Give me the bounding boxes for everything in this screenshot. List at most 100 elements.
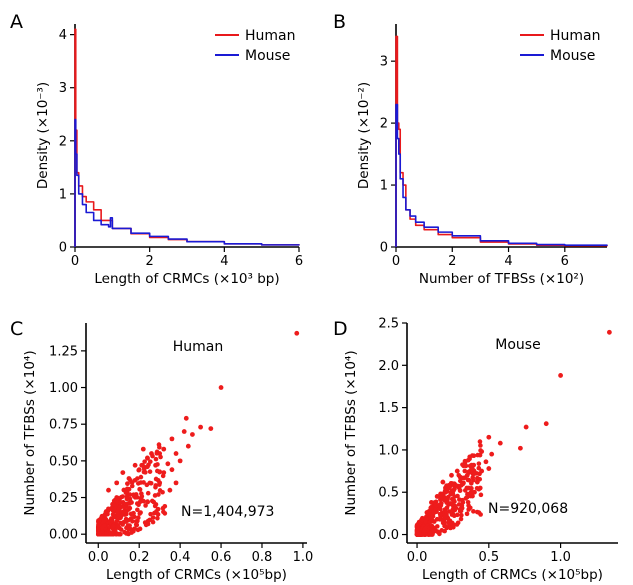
scatter-point bbox=[139, 494, 145, 499]
scatter-point bbox=[110, 524, 116, 529]
scatter-point bbox=[136, 467, 142, 473]
scatter-point bbox=[145, 518, 151, 524]
scatter-point bbox=[486, 466, 492, 471]
scatter-point bbox=[423, 526, 428, 531]
scatter-point bbox=[96, 527, 101, 532]
y-tick-label: 1 bbox=[380, 179, 388, 194]
scatter-point bbox=[470, 466, 475, 472]
scatter-point bbox=[109, 506, 115, 512]
scatter-point bbox=[208, 426, 214, 431]
scatter-point bbox=[141, 469, 147, 475]
scatter-point bbox=[129, 500, 134, 505]
series-line-mouse bbox=[74, 118, 300, 247]
panel-a: A 0 2 4 6 0 1 2 3 4 Length of CRMCs (×10³ bp) Densi… bbox=[10, 11, 303, 287]
x-axis-label: Length of CRMCs (×10⁵bp) bbox=[106, 567, 287, 583]
scatter-point bbox=[558, 373, 563, 378]
scatter-point bbox=[469, 462, 474, 468]
x-tick-label: 4 bbox=[504, 254, 512, 269]
scatter-point bbox=[451, 498, 457, 503]
scatter-point bbox=[198, 424, 203, 430]
scatter-point bbox=[169, 467, 175, 473]
scatter-point bbox=[443, 523, 449, 529]
scatter-point bbox=[430, 518, 435, 524]
panel-b: B 0 2 4 6 0 1 2 3 Number of TFBSs (×10²) Density (… bbox=[333, 11, 608, 287]
scatter-point bbox=[446, 509, 452, 514]
scatter-point bbox=[443, 512, 449, 518]
scatter-point bbox=[140, 446, 146, 452]
scatter-point bbox=[161, 509, 166, 515]
scatter-point bbox=[136, 502, 141, 507]
scatter-point bbox=[455, 493, 460, 499]
scatter-point bbox=[440, 495, 446, 501]
scatter-point bbox=[144, 464, 150, 470]
scatter-point bbox=[118, 531, 123, 537]
scatter-point bbox=[115, 509, 120, 515]
scatter-point bbox=[543, 421, 549, 427]
scatter-point bbox=[428, 505, 434, 511]
scatter-point bbox=[181, 429, 187, 434]
scatter-point bbox=[444, 505, 450, 510]
scatter-point bbox=[472, 471, 477, 477]
scatter-point bbox=[437, 517, 443, 522]
panel-title: Human bbox=[173, 339, 224, 355]
scatter-point bbox=[129, 530, 134, 535]
y-tick-label: 3 bbox=[59, 81, 67, 96]
y-tick-label: 0.00 bbox=[49, 528, 78, 543]
y-tick-label: 0.5 bbox=[378, 486, 399, 501]
scatter-point bbox=[150, 515, 156, 520]
y-tick-label: 2 bbox=[59, 134, 67, 149]
scatter-point bbox=[456, 502, 462, 507]
scatter-point bbox=[466, 477, 472, 483]
scatter-point bbox=[434, 502, 439, 508]
scatter-point bbox=[477, 439, 483, 444]
y-axis-label: Number of TFBSs (×10⁴) bbox=[343, 350, 359, 515]
scatter-point bbox=[434, 524, 440, 529]
scatter-point bbox=[112, 497, 118, 503]
scatter-point bbox=[218, 385, 224, 390]
scatter-point bbox=[489, 451, 495, 457]
scatter-point bbox=[414, 523, 420, 528]
scatter-point bbox=[153, 456, 159, 462]
y-tick-label: 0.50 bbox=[49, 454, 78, 469]
scatter-point bbox=[132, 462, 138, 468]
scatter-point bbox=[119, 494, 124, 500]
scatter-point bbox=[102, 512, 108, 518]
scatter-point bbox=[439, 528, 445, 533]
x-tick-label: 4 bbox=[220, 254, 228, 269]
x-tick-label: 1.0 bbox=[293, 550, 314, 565]
legend-label: Human bbox=[245, 28, 296, 44]
scatter-point bbox=[451, 488, 456, 493]
series-line-human bbox=[395, 35, 608, 247]
series-line-mouse bbox=[395, 103, 608, 247]
scatter-point bbox=[460, 481, 466, 487]
scatter-point bbox=[478, 443, 483, 448]
sample-size-label: N=1,404,973 bbox=[181, 504, 274, 520]
scatter-point bbox=[108, 531, 113, 537]
scatter-point bbox=[465, 500, 471, 505]
scatter-point bbox=[442, 509, 448, 514]
scatter-point bbox=[131, 492, 136, 498]
scatter-point bbox=[476, 461, 482, 466]
x-tick-label: 2 bbox=[448, 254, 456, 269]
scatter-point bbox=[118, 527, 124, 532]
scatter-point bbox=[477, 485, 483, 491]
scatter-point bbox=[124, 494, 130, 499]
scatter-point bbox=[427, 530, 433, 536]
scatter-point bbox=[125, 486, 130, 492]
x-tick-label: 0.2 bbox=[129, 550, 150, 565]
scatter-point bbox=[437, 502, 443, 508]
scatter-point bbox=[457, 474, 463, 480]
scatter-point bbox=[120, 522, 125, 527]
scatter-point bbox=[464, 472, 470, 478]
scatter-point bbox=[135, 507, 140, 513]
scatter-point bbox=[162, 504, 168, 509]
x-tick-label: 0 bbox=[71, 254, 79, 269]
scatter-point bbox=[438, 506, 443, 512]
scatter-point bbox=[153, 462, 158, 468]
scatter-point bbox=[120, 500, 126, 505]
scatter-point bbox=[167, 487, 173, 493]
scatter-point bbox=[141, 498, 146, 504]
scatter-point bbox=[106, 487, 111, 493]
scatter-point bbox=[98, 516, 104, 521]
scatter-point bbox=[114, 518, 120, 524]
